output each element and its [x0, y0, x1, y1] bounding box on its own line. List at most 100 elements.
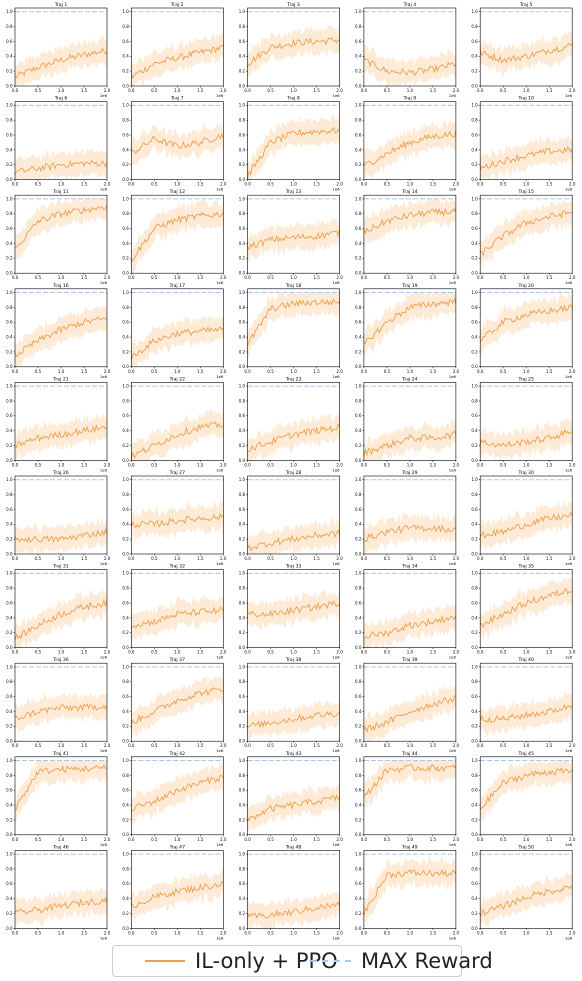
- x-tick-label: 1.5: [313, 462, 320, 467]
- y-tick-label: 0.8: [122, 398, 129, 403]
- confidence-band: [131, 675, 224, 738]
- y-tick-label: 0.0: [239, 551, 246, 556]
- x-offset-label: 1e6: [565, 935, 573, 940]
- y-tick-label: 0.0: [122, 926, 129, 931]
- y-tick-label: 0.0: [471, 458, 478, 463]
- x-offset-label: 1e6: [216, 842, 224, 847]
- x-tick-label: 0.0: [361, 88, 368, 93]
- y-tick-label: 0.4: [6, 615, 13, 620]
- x-tick-label: 0.5: [384, 650, 391, 655]
- x-tick-label: 2.0: [220, 88, 227, 93]
- x-offset-label: 1e6: [216, 93, 224, 98]
- y-tick-label: 0.8: [122, 492, 129, 497]
- y-tick-label: 0.2: [122, 349, 129, 354]
- y-tick-label: 0.2: [122, 537, 129, 542]
- confidence-band: [247, 783, 340, 833]
- x-tick-label: 2.0: [104, 88, 111, 93]
- x-tick-label: 1.5: [197, 837, 204, 842]
- y-tick-label: 0.2: [355, 630, 362, 635]
- x-offset-label: 1e6: [449, 748, 457, 753]
- x-tick-label: 0.5: [384, 837, 391, 842]
- series-line: [130, 881, 224, 908]
- y-tick-label: 0.2: [471, 537, 478, 542]
- x-tick-label: 0.5: [35, 650, 42, 655]
- x-offset-label: 1e6: [449, 280, 457, 285]
- y-tick-label: 1.0: [471, 290, 478, 295]
- y-tick-label: 0.0: [122, 458, 129, 463]
- y-tick-label: 0.2: [6, 537, 13, 542]
- series-line: [130, 44, 224, 79]
- y-tick-label: 0.0: [122, 551, 129, 556]
- subplot-title: Traj 31: [52, 564, 68, 570]
- y-tick-label: 0.8: [355, 24, 362, 29]
- series-line: [247, 794, 340, 822]
- y-tick-label: 0.6: [122, 226, 129, 231]
- x-tick-label: 2.0: [453, 88, 460, 93]
- series-line: [14, 598, 108, 641]
- x-tick-label: 1.5: [81, 930, 88, 935]
- confidence-band: [15, 34, 107, 86]
- series-line: [480, 304, 573, 342]
- x-tick-label: 0.5: [267, 837, 274, 842]
- subplot-traj-15: Traj 15 0.0 0.2 0.4 0.6 0.8 1.0 0.0 0.5 1.0 1.5 2.0…: [471, 189, 576, 285]
- y-tick-label: 0.4: [239, 896, 246, 901]
- confidence-band: [363, 118, 456, 180]
- subplot-title: Traj 23: [285, 376, 301, 382]
- y-tick-label: 0.2: [355, 537, 362, 542]
- y-tick-label: 0.6: [471, 694, 478, 699]
- y-tick-label: 0.2: [471, 443, 478, 448]
- series-line: [14, 896, 108, 915]
- y-tick-label: 0.0: [355, 739, 362, 744]
- x-tick-label: 1.0: [290, 182, 297, 187]
- y-tick-label: 0.2: [6, 817, 13, 822]
- x-tick-label: 1.5: [430, 837, 437, 842]
- x-tick-label: 0.5: [267, 462, 274, 467]
- x-offset-label: 1e6: [565, 561, 573, 566]
- subplot-title: Traj 33: [285, 564, 301, 570]
- y-tick-label: 1.0: [6, 477, 13, 482]
- x-tick-label: 0.5: [384, 462, 391, 467]
- y-tick-label: 0.0: [122, 364, 129, 369]
- subplot-title: Traj 37: [169, 657, 185, 663]
- y-tick-label: 0.8: [122, 118, 129, 123]
- x-tick-label: 1.5: [313, 650, 320, 655]
- y-tick-label: 0.0: [239, 364, 246, 369]
- y-tick-label: 0.0: [6, 739, 13, 744]
- y-tick-label: 1.0: [239, 103, 246, 108]
- y-tick-label: 0.6: [122, 788, 129, 793]
- y-tick-label: 0.4: [355, 428, 362, 433]
- y-tick-label: 0.2: [122, 724, 129, 729]
- x-tick-label: 1.5: [546, 275, 553, 280]
- x-tick-label: 1.5: [81, 369, 88, 374]
- x-tick-label: 0.5: [267, 556, 274, 561]
- y-tick-label: 0.6: [239, 694, 246, 699]
- x-tick-label: 1.0: [58, 743, 65, 748]
- y-tick-label: 1.0: [471, 384, 478, 389]
- x-tick-label: 1.0: [58, 930, 65, 935]
- subplot-traj-1: Traj 1 0.0 0.2 0.4 0.6 0.8 1.0 0.0 0.5 1.0 1.5 2.01…: [6, 2, 111, 98]
- y-tick-label: 1.0: [239, 664, 246, 669]
- y-tick-label: 1.0: [239, 852, 246, 857]
- y-tick-label: 0.0: [122, 271, 129, 276]
- y-tick-label: 0.4: [355, 147, 362, 152]
- y-tick-label: 0.8: [355, 305, 362, 310]
- y-tick-label: 0.2: [471, 69, 478, 74]
- y-tick-label: 0.0: [122, 645, 129, 650]
- subplot-title: Traj 8: [286, 96, 300, 102]
- x-tick-label: 0.5: [384, 743, 391, 748]
- y-tick-label: 1.0: [471, 852, 478, 857]
- y-tick-label: 1.0: [355, 852, 362, 857]
- subplot-traj-26: Traj 26 0.0 0.2 0.4 0.6 0.8 1.0 0.0 0.5 1.0 1.5 2.0…: [6, 470, 111, 566]
- y-tick-label: 0.0: [355, 458, 362, 463]
- y-tick-label: 0.4: [355, 334, 362, 339]
- subplot-traj-18: Traj 18 0.0 0.2 0.4 0.6 0.8 1.0 0.0 0.5 1.0 1.5 2.0…: [239, 283, 344, 379]
- x-tick-label: 1.5: [313, 369, 320, 374]
- subplot-title: Traj 44: [401, 751, 417, 757]
- subplot-traj-34: Traj 34 0.0 0.2 0.4 0.6 0.8 1.0 0.0 0.5 1.0 1.5 2.0…: [355, 564, 460, 660]
- series-line: [479, 703, 573, 723]
- x-offset-label: 1e6: [565, 655, 573, 660]
- subplot-traj-20: Traj 20 0.0 0.2 0.4 0.6 0.8 1.0 0.0 0.5 1.0 1.5 2.0…: [471, 283, 576, 379]
- subplot-traj-22: Traj 22 0.0 0.2 0.4 0.6 0.8 1.0 0.0 0.5 1.0 1.5 2.0…: [122, 376, 227, 472]
- confidence-band: [131, 409, 224, 461]
- y-tick-label: 0.4: [471, 147, 478, 152]
